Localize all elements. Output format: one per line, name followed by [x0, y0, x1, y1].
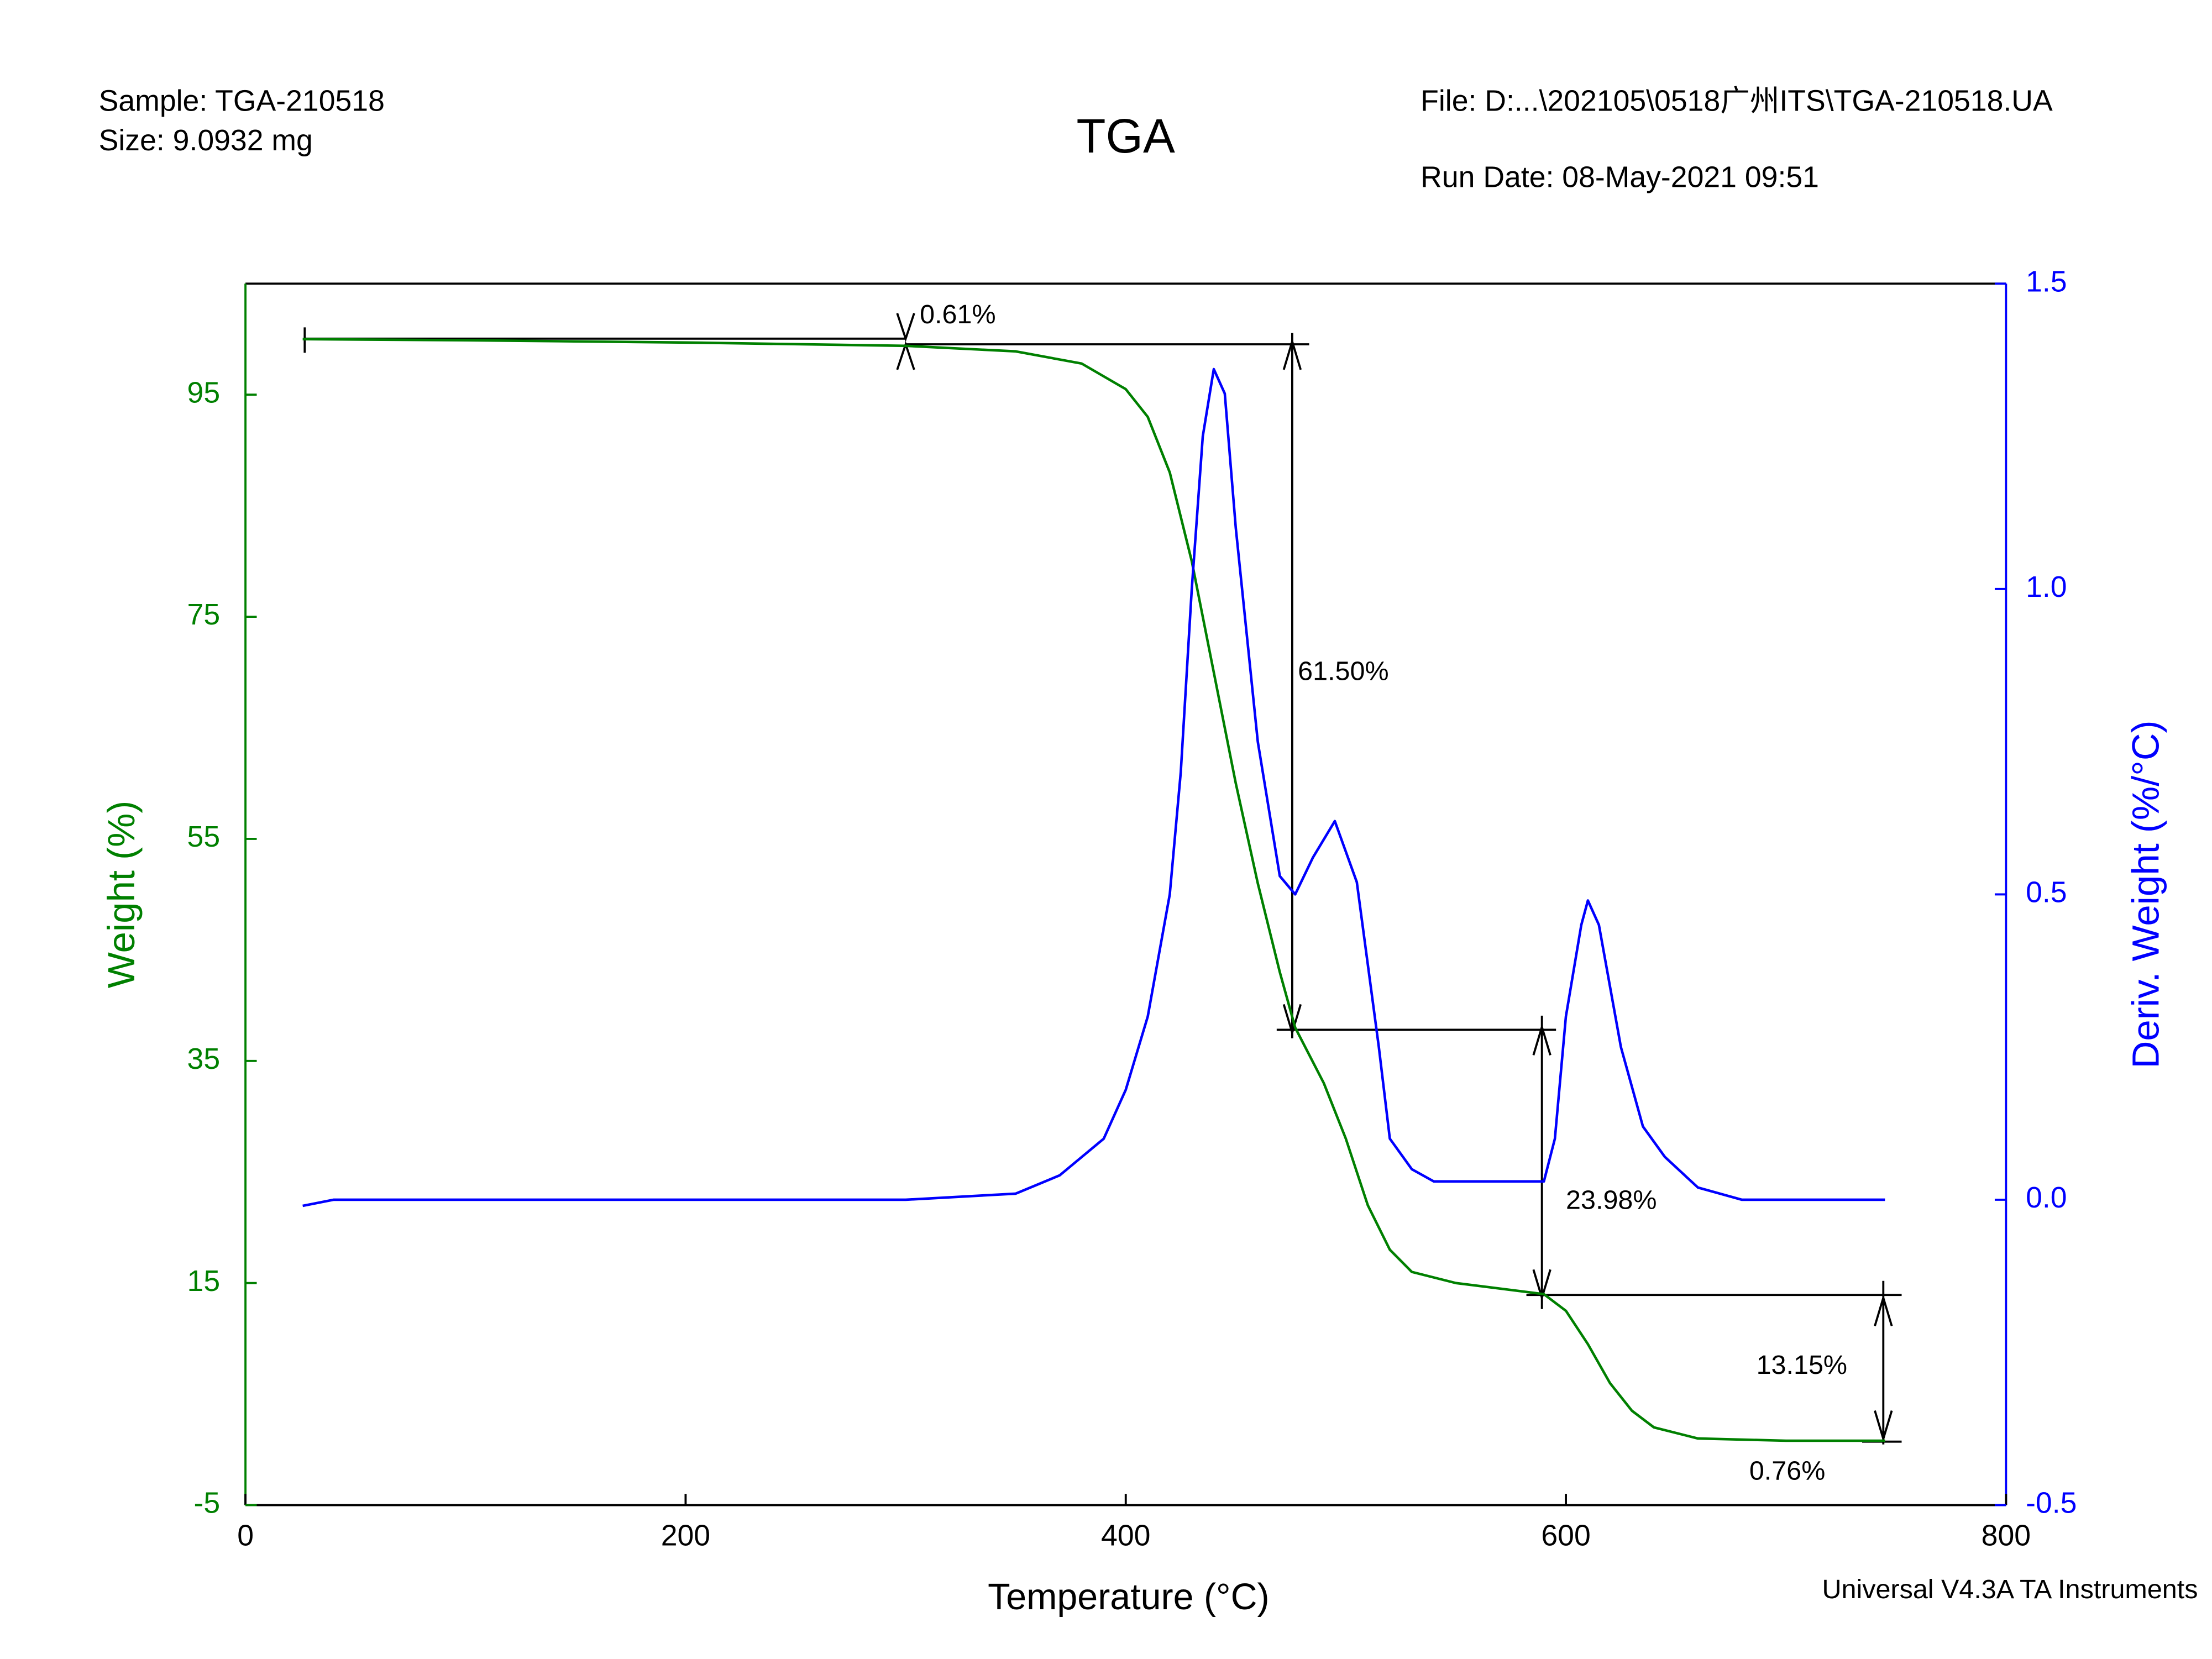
- y-axis-title: Weight (%): [100, 801, 143, 989]
- footer: Universal V4.3A TA Instruments: [1822, 1574, 2198, 1604]
- annotations: 0.61% 61.50% 23.98% 13.15% 0.76%: [303, 300, 1902, 1486]
- y2-tick-label: 1.5: [2026, 265, 2067, 298]
- y2-tick-label: 0.5: [2026, 876, 2067, 909]
- y2-tick-label: -0.5: [2026, 1487, 2077, 1520]
- x-tick-label: 600: [1541, 1519, 1590, 1552]
- y-tick-label: 35: [187, 1042, 221, 1075]
- y-tick-label: -5: [194, 1487, 221, 1520]
- sample-label: Sample: TGA-210518: [99, 85, 385, 118]
- data-line: [302, 338, 1885, 1442]
- run-date: Run Date: 08-May-2021 09:51: [1420, 161, 1819, 194]
- y2-axis-title: Deriv. Weight (%/°C): [2124, 720, 2167, 1068]
- step-marker: [1276, 333, 1556, 1038]
- data-line: [302, 368, 1885, 1208]
- step-marker: [1526, 1015, 1902, 1309]
- y-tick-label: 75: [187, 598, 221, 631]
- x-axis-title: Temperature (°C): [988, 1577, 1270, 1618]
- y2-tick-label: 1.0: [2026, 570, 2067, 603]
- annotation: 13.15%: [1757, 1350, 1847, 1380]
- x-tick-label: 0: [237, 1519, 254, 1552]
- y-tick-label: 15: [187, 1264, 221, 1298]
- x-tick-label: 200: [661, 1519, 710, 1552]
- x-tick-label: 400: [1101, 1519, 1150, 1552]
- annotation: 0.61%: [920, 300, 995, 329]
- y2-tick-label: 0.0: [2026, 1181, 2067, 1214]
- y-tick-label: 55: [187, 820, 221, 853]
- annotation: 23.98%: [1566, 1185, 1657, 1215]
- annotation: 0.76%: [1749, 1456, 1825, 1486]
- chart-title: TGA: [1077, 109, 1175, 163]
- file-label: File: D:...\202105\0518广州ITS\TGA-210518.…: [1420, 85, 2053, 118]
- x-tick-label: 800: [1982, 1519, 2031, 1552]
- step-marker: [1862, 1280, 1902, 1445]
- size-label: Size: 9.0932 mg: [99, 124, 313, 157]
- y-tick-label: 95: [187, 376, 221, 409]
- annotation: 61.50%: [1298, 657, 1388, 686]
